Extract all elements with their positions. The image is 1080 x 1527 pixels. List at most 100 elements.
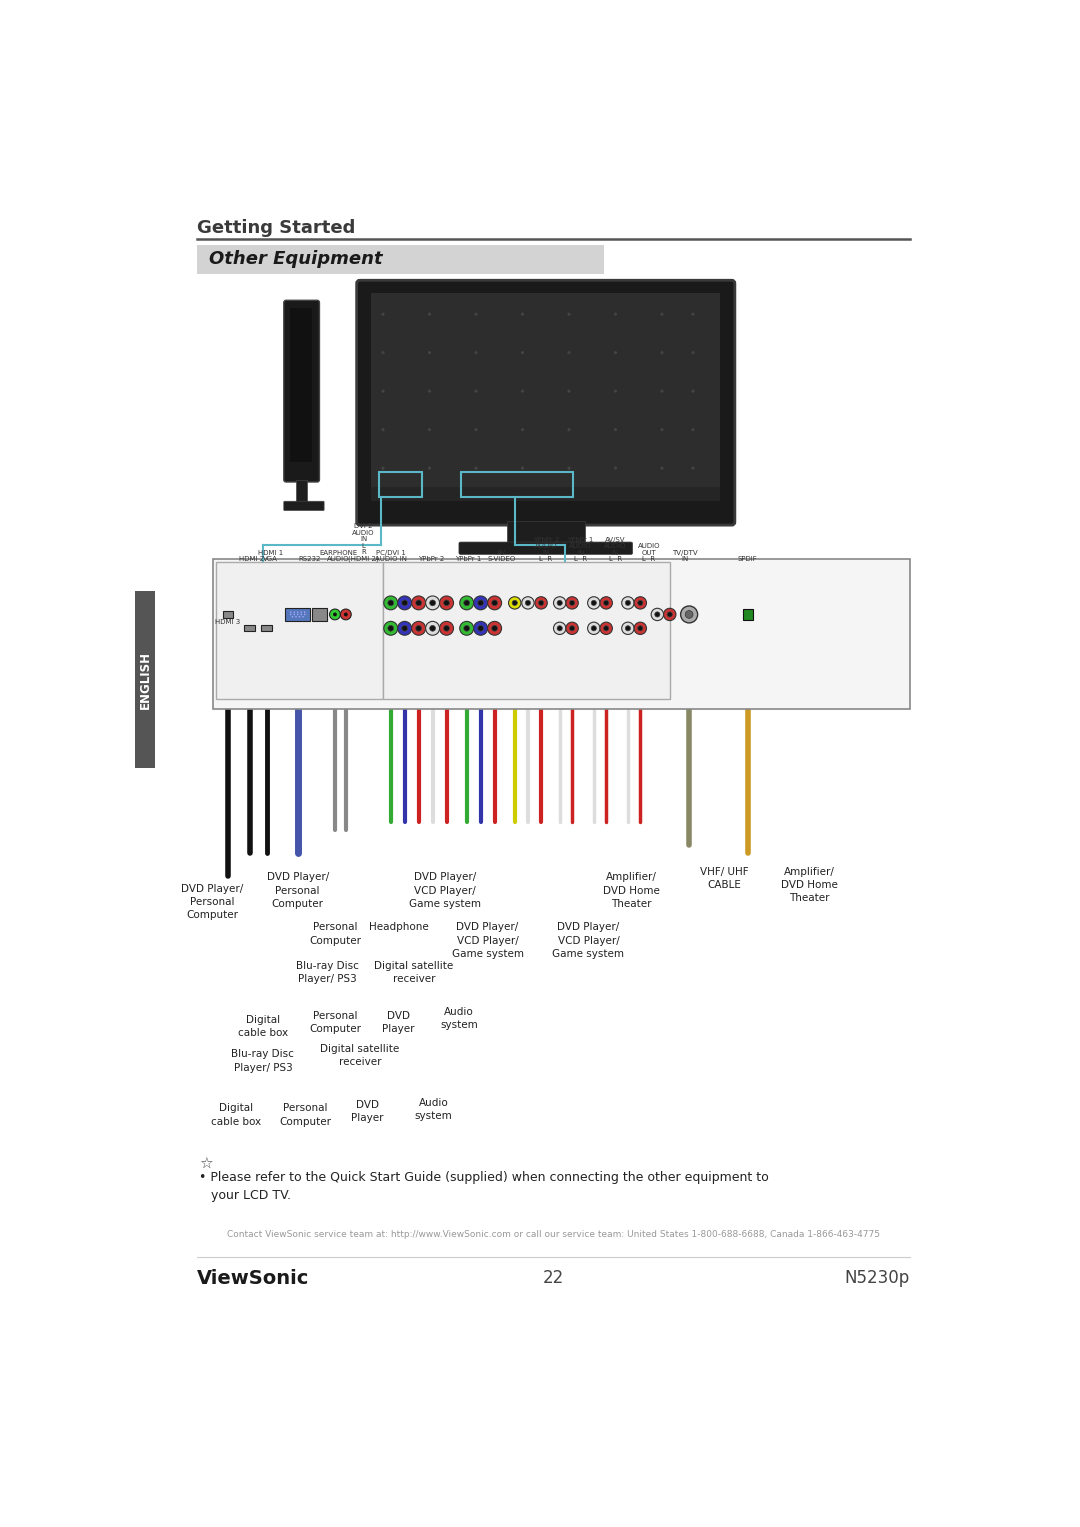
FancyBboxPatch shape <box>216 562 383 699</box>
Circle shape <box>661 467 663 470</box>
Circle shape <box>521 389 524 392</box>
Text: SPDIF: SPDIF <box>738 556 757 562</box>
Text: DVD Player/
Personal
Computer: DVD Player/ Personal Computer <box>181 884 244 921</box>
FancyBboxPatch shape <box>459 542 633 554</box>
Circle shape <box>444 600 449 606</box>
Circle shape <box>333 612 337 617</box>
Circle shape <box>428 389 431 392</box>
Circle shape <box>428 428 431 431</box>
Circle shape <box>294 614 295 615</box>
Circle shape <box>661 313 663 316</box>
Text: HDMI 1
VGA: HDMI 1 VGA <box>258 550 283 562</box>
Text: AV/SV
AUDIO
IN
L  R: AV/SV AUDIO IN L R <box>604 536 626 562</box>
Circle shape <box>397 596 411 609</box>
Text: Headphone: Headphone <box>368 922 429 933</box>
Circle shape <box>477 600 484 606</box>
Circle shape <box>622 621 634 634</box>
Circle shape <box>622 597 634 609</box>
FancyBboxPatch shape <box>197 244 604 275</box>
Bar <box>261 625 272 631</box>
Circle shape <box>661 428 663 431</box>
Circle shape <box>381 467 384 470</box>
Circle shape <box>428 467 431 470</box>
Circle shape <box>625 626 631 631</box>
Circle shape <box>381 428 384 431</box>
FancyBboxPatch shape <box>213 559 910 709</box>
Circle shape <box>297 614 298 615</box>
Text: • Please refer to the Quick Start Guide (supplied) when connecting the other equ: • Please refer to the Quick Start Guide … <box>199 1171 768 1202</box>
Circle shape <box>661 389 663 392</box>
Circle shape <box>460 596 474 609</box>
Bar <box>743 609 754 620</box>
Circle shape <box>522 597 535 609</box>
Text: Personal
Computer: Personal Computer <box>309 922 361 945</box>
Circle shape <box>613 351 617 354</box>
Text: ENGLISH: ENGLISH <box>138 651 151 709</box>
Circle shape <box>460 621 474 635</box>
Circle shape <box>521 467 524 470</box>
Circle shape <box>569 626 575 631</box>
Circle shape <box>329 609 340 620</box>
FancyBboxPatch shape <box>507 521 584 545</box>
Circle shape <box>474 596 488 609</box>
Bar <box>312 608 327 620</box>
Circle shape <box>625 600 631 606</box>
Text: Blu-ray Disc
Player/ PS3: Blu-ray Disc Player/ PS3 <box>231 1049 295 1072</box>
Circle shape <box>340 609 351 620</box>
Circle shape <box>474 428 477 431</box>
Text: Personal
Computer: Personal Computer <box>280 1104 332 1127</box>
Circle shape <box>512 600 517 606</box>
Circle shape <box>566 621 578 634</box>
FancyBboxPatch shape <box>372 293 720 501</box>
Circle shape <box>300 611 302 612</box>
Circle shape <box>291 611 292 612</box>
Text: DVD Player/
VCD Player/
Game system: DVD Player/ VCD Player/ Game system <box>409 872 481 909</box>
Circle shape <box>604 626 609 631</box>
Circle shape <box>381 351 384 354</box>
Text: AUDIO
OUT
L  R: AUDIO OUT L R <box>637 544 660 562</box>
Circle shape <box>554 621 566 634</box>
Text: HDMI 2: HDMI 2 <box>239 556 264 562</box>
Circle shape <box>440 621 454 635</box>
Circle shape <box>402 626 407 631</box>
Circle shape <box>426 596 440 609</box>
Circle shape <box>691 389 694 392</box>
Text: YPbPr 2
AUDIO
IN
L  R: YPbPr 2 AUDIO IN L R <box>532 536 558 562</box>
Text: VHF/ UHF
CABLE: VHF/ UHF CABLE <box>700 867 748 890</box>
Text: DVD
Player: DVD Player <box>382 1011 415 1034</box>
Circle shape <box>388 626 394 631</box>
Circle shape <box>691 313 694 316</box>
Text: DVD Player/
VCD Player/
Game system: DVD Player/ VCD Player/ Game system <box>552 922 624 959</box>
Circle shape <box>567 428 570 431</box>
FancyBboxPatch shape <box>383 562 670 699</box>
FancyBboxPatch shape <box>372 487 720 501</box>
Circle shape <box>428 351 431 354</box>
Circle shape <box>477 626 484 631</box>
Text: RS232: RS232 <box>298 556 321 562</box>
Text: TV/DTV
IN: TV/DTV IN <box>673 550 698 562</box>
Circle shape <box>430 600 435 606</box>
FancyBboxPatch shape <box>284 301 320 483</box>
Text: N5230p: N5230p <box>845 1269 910 1287</box>
FancyBboxPatch shape <box>291 308 312 463</box>
Circle shape <box>680 606 698 623</box>
Circle shape <box>566 597 578 609</box>
Circle shape <box>567 313 570 316</box>
Text: PC/DVI 1
AUDIO IN: PC/DVI 1 AUDIO IN <box>375 550 407 562</box>
Text: Audio
system: Audio system <box>415 1098 453 1121</box>
Circle shape <box>474 313 477 316</box>
Circle shape <box>521 428 524 431</box>
Text: AV
S-VIDEO: AV S-VIDEO <box>487 550 516 562</box>
Text: Other Equipment: Other Equipment <box>208 250 382 269</box>
Circle shape <box>297 611 298 612</box>
Circle shape <box>295 615 297 617</box>
Circle shape <box>428 313 431 316</box>
Bar <box>285 608 310 620</box>
Circle shape <box>491 600 498 606</box>
Circle shape <box>667 612 673 617</box>
Circle shape <box>654 612 660 617</box>
Circle shape <box>416 626 421 631</box>
Text: Personal
Computer: Personal Computer <box>309 1011 361 1034</box>
Circle shape <box>634 621 647 634</box>
Circle shape <box>539 600 543 606</box>
